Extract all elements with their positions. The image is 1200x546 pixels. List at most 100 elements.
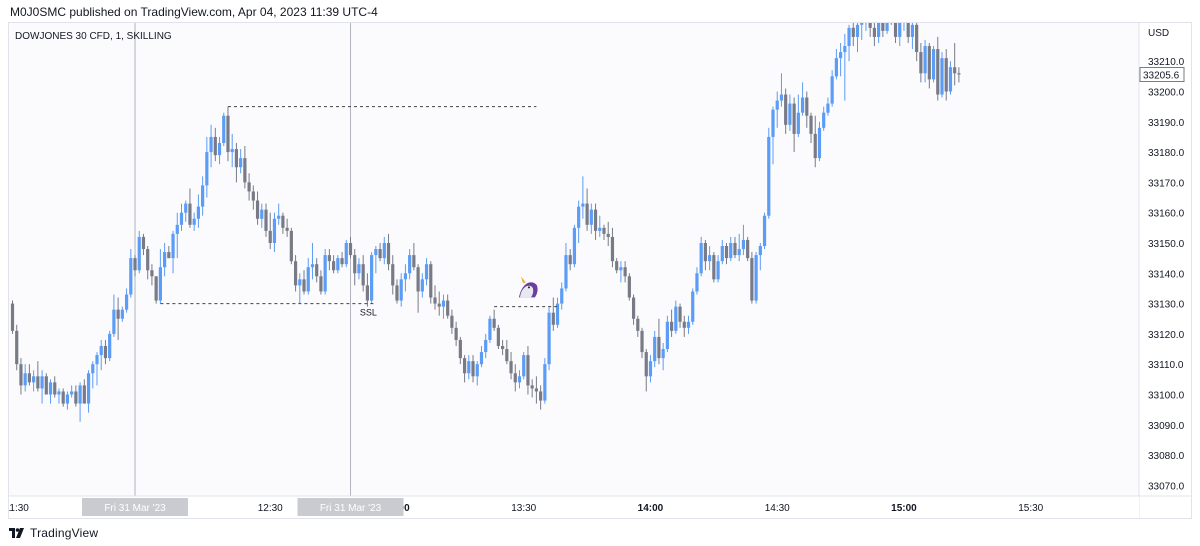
- candle-down: [513, 373, 517, 383]
- current-price-label: 33205.6: [1143, 71, 1180, 82]
- candle-up: [598, 227, 602, 231]
- candle-down: [602, 227, 606, 234]
- time-axis[interactable]: [9, 496, 1139, 518]
- candle-down: [141, 236, 146, 250]
- candle-up: [217, 142, 222, 156]
- candle-up: [239, 158, 243, 168]
- candle-down: [809, 115, 813, 134]
- candle-down: [805, 97, 809, 116]
- candle-down: [332, 261, 336, 271]
- candle-up: [560, 288, 564, 304]
- price-tick-label: 33080.0: [1148, 451, 1185, 462]
- candle-up: [741, 239, 746, 250]
- candle-down: [953, 67, 957, 74]
- price-tick-label: 33120.0: [1148, 330, 1185, 341]
- candle-down: [724, 246, 729, 259]
- candle-up: [648, 361, 653, 377]
- candle-down: [44, 376, 48, 395]
- currency-label: USD: [1148, 28, 1169, 39]
- candle-down: [644, 352, 648, 377]
- price-tick-label: 33090.0: [1148, 421, 1185, 432]
- price-axis[interactable]: [1139, 23, 1191, 518]
- time-tick-label: 14:30: [765, 503, 790, 514]
- candle-down: [302, 279, 306, 292]
- candle-down: [340, 258, 344, 265]
- candle-down: [19, 364, 23, 386]
- candle-up: [112, 309, 116, 334]
- candle-up: [86, 373, 91, 404]
- candle-down: [454, 327, 458, 340]
- candle-up: [547, 312, 551, 365]
- candle-up: [441, 300, 446, 307]
- candle-down: [893, 23, 898, 37]
- candle-up: [517, 376, 522, 383]
- candle-up: [898, 23, 902, 37]
- candle-down: [682, 321, 686, 328]
- candle-down: [378, 249, 382, 259]
- candle-up: [32, 376, 36, 383]
- candle-up: [99, 346, 103, 356]
- candle-down: [957, 73, 961, 75]
- candle-up: [370, 255, 374, 301]
- candle-up: [230, 149, 234, 153]
- candle-up: [796, 112, 800, 134]
- candle-up: [720, 246, 724, 262]
- chart-frame[interactable]: DOWJONES 30 CFD, 1, SKILLING SSL USD 33070.…: [8, 22, 1192, 519]
- unicorn-icon: [518, 276, 538, 298]
- candle-down: [919, 52, 923, 74]
- candle-down: [792, 103, 796, 134]
- candle-up: [399, 279, 403, 301]
- tradingview-brand[interactable]: TradingView: [8, 526, 98, 540]
- candle-up: [205, 152, 209, 186]
- candle-down: [53, 382, 57, 395]
- candle-down: [784, 94, 788, 125]
- candle-down: [281, 215, 285, 228]
- candle-down: [10, 303, 15, 331]
- candle-down: [915, 24, 919, 53]
- time-tick-label: 13:30: [511, 503, 536, 514]
- date-badge: [82, 498, 189, 516]
- price-tick-label: 33130.0: [1148, 300, 1185, 311]
- ssl-label: SSL: [360, 308, 377, 318]
- candle-down: [868, 23, 872, 28]
- price-tick-label: 33070.0: [1148, 481, 1185, 492]
- candle-up: [488, 318, 492, 340]
- candle-up: [555, 303, 560, 325]
- candle-down: [264, 209, 268, 231]
- candle-up: [948, 67, 953, 92]
- time-tick-label: 11:30: [9, 503, 29, 514]
- candle-down: [492, 318, 496, 328]
- candle-up: [767, 136, 771, 216]
- candle-up: [665, 321, 669, 350]
- candle-down: [450, 315, 454, 328]
- candle-up: [158, 267, 162, 301]
- candle-up: [78, 385, 82, 404]
- candle-up: [192, 218, 196, 225]
- candle-down: [539, 391, 543, 401]
- candle-down: [243, 158, 247, 183]
- time-tick-label: 15:30: [1018, 503, 1043, 514]
- candle-up: [91, 364, 95, 374]
- candle-up: [306, 267, 310, 292]
- candle-up: [171, 233, 175, 259]
- current-price-badge: [1139, 67, 1185, 83]
- candle-down: [733, 242, 737, 256]
- price-tick-label: 33150.0: [1148, 239, 1185, 250]
- candle-down: [750, 258, 754, 301]
- candle-up: [699, 242, 703, 274]
- footer: [0, 520, 1200, 546]
- candle-up: [572, 227, 577, 265]
- candle-down: [610, 236, 615, 262]
- candle-up: [653, 336, 657, 362]
- candlestick-chart[interactable]: DOWJONES 30 CFD, 1, SKILLING SSL USD 33070.…: [9, 23, 1191, 518]
- candle-down: [526, 355, 530, 386]
- candle-up: [124, 294, 129, 310]
- tradingview-logo-icon: [9, 528, 24, 538]
- candle-up: [48, 382, 53, 395]
- candle-up: [860, 23, 864, 25]
- candle-down: [348, 242, 353, 256]
- candle-up: [479, 352, 484, 365]
- candle-down: [678, 306, 682, 322]
- candle-down: [640, 330, 644, 353]
- candle-down: [606, 233, 610, 237]
